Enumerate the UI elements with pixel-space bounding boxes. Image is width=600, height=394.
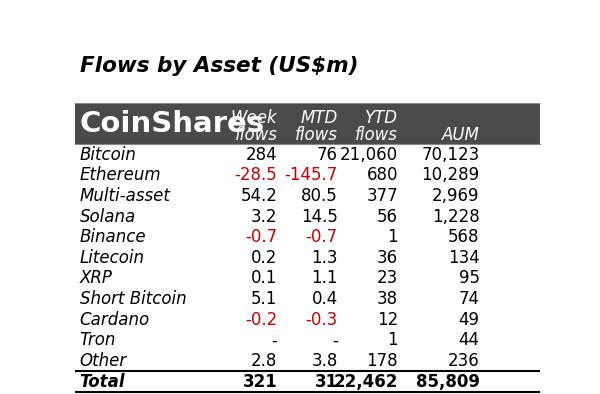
Text: 12: 12: [377, 311, 398, 329]
Text: Other: Other: [80, 352, 127, 370]
Text: 3.8: 3.8: [311, 352, 338, 370]
Text: -145.7: -145.7: [284, 166, 338, 184]
Text: 44: 44: [458, 331, 479, 349]
Text: 284: 284: [245, 146, 277, 164]
Text: 36: 36: [377, 249, 398, 267]
Text: 1,228: 1,228: [432, 208, 479, 226]
Text: 21,060: 21,060: [340, 146, 398, 164]
Text: Flows by Asset (US$m): Flows by Asset (US$m): [80, 56, 358, 76]
Text: Cardano: Cardano: [80, 311, 150, 329]
Text: 0.1: 0.1: [251, 269, 277, 288]
Text: 85,809: 85,809: [416, 373, 479, 390]
Text: Total: Total: [80, 373, 125, 390]
Text: Bitcoin: Bitcoin: [80, 146, 137, 164]
Text: 1: 1: [388, 228, 398, 246]
Text: 31: 31: [314, 373, 338, 390]
Text: -0.2: -0.2: [245, 311, 277, 329]
Text: XRP: XRP: [80, 269, 113, 288]
Text: 0.4: 0.4: [311, 290, 338, 308]
Text: 14.5: 14.5: [301, 208, 338, 226]
Text: 74: 74: [458, 290, 479, 308]
Text: 95: 95: [458, 269, 479, 288]
Text: Multi-asset: Multi-asset: [80, 187, 170, 205]
Text: -0.3: -0.3: [305, 311, 338, 329]
Text: 5.1: 5.1: [251, 290, 277, 308]
Text: 178: 178: [367, 352, 398, 370]
Text: -0.7: -0.7: [245, 228, 277, 246]
Text: Short Bitcoin: Short Bitcoin: [80, 290, 186, 308]
Text: Ethereum: Ethereum: [80, 166, 161, 184]
Text: CoinShares: CoinShares: [80, 110, 265, 138]
Text: 134: 134: [448, 249, 479, 267]
Text: 38: 38: [377, 290, 398, 308]
Text: 1.1: 1.1: [311, 269, 338, 288]
Text: Litecoin: Litecoin: [80, 249, 145, 267]
Text: 56: 56: [377, 208, 398, 226]
Text: 2.8: 2.8: [251, 352, 277, 370]
Text: -: -: [271, 331, 277, 349]
Text: AUM: AUM: [442, 126, 479, 144]
Text: 680: 680: [367, 166, 398, 184]
Text: flows: flows: [355, 126, 398, 144]
Text: 49: 49: [458, 311, 479, 329]
Text: 236: 236: [448, 352, 479, 370]
Text: Tron: Tron: [80, 331, 116, 349]
Text: 80.5: 80.5: [301, 187, 338, 205]
Text: MTD: MTD: [301, 109, 338, 127]
Text: YTD: YTD: [365, 109, 398, 127]
Text: -28.5: -28.5: [235, 166, 277, 184]
Text: 54.2: 54.2: [241, 187, 277, 205]
Text: 10,289: 10,289: [421, 166, 479, 184]
Text: 1.3: 1.3: [311, 249, 338, 267]
Text: 321: 321: [242, 373, 277, 390]
FancyBboxPatch shape: [75, 103, 540, 144]
Text: 0.2: 0.2: [251, 249, 277, 267]
Text: Solana: Solana: [80, 208, 136, 226]
Text: 2,969: 2,969: [432, 187, 479, 205]
Text: 76: 76: [317, 146, 338, 164]
Text: Binance: Binance: [80, 228, 146, 246]
Text: -: -: [332, 331, 338, 349]
Text: flows: flows: [235, 126, 277, 144]
Text: flows: flows: [295, 126, 338, 144]
Text: -0.7: -0.7: [305, 228, 338, 246]
Text: 70,123: 70,123: [421, 146, 479, 164]
Text: 23: 23: [377, 269, 398, 288]
Text: 568: 568: [448, 228, 479, 246]
Text: 3.2: 3.2: [251, 208, 277, 226]
Text: 22,462: 22,462: [334, 373, 398, 390]
Text: Week: Week: [230, 109, 277, 127]
Text: 377: 377: [367, 187, 398, 205]
Text: 1: 1: [388, 331, 398, 349]
